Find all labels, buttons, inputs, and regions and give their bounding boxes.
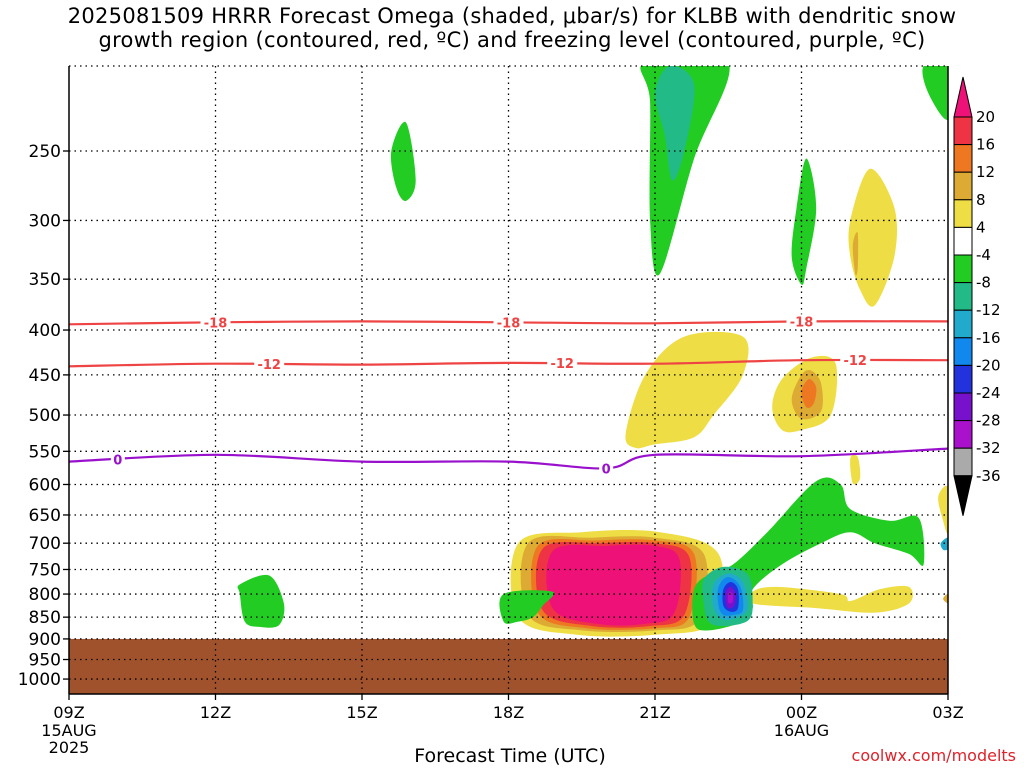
colorbar-tick-label: -24 [976,384,1001,402]
contour-label-bg [840,353,871,368]
contour-label-bg [254,357,285,372]
contour-label-bg [200,315,231,330]
colorbar-tick-label: -20 [976,356,1001,374]
colorbar-tick-label: -4 [976,246,991,264]
contour-label-bg [786,314,817,329]
omega-area [922,66,948,120]
x-tick-label: 18Z [493,703,524,722]
x-tick-label: 21Z [639,703,670,722]
y-axis-ticks: 2503003504004505005506006507007508008509… [18,142,69,690]
colorbar-tick-label: -32 [976,439,1001,457]
colorbar-swatch [953,199,973,228]
y-tick-label: 650 [29,506,61,526]
colorbar-top-triangle [953,76,973,118]
chart-title: 2025081509 HRRR Forecast Omega (shaded, … [67,4,957,52]
x-tick-label: 09Z [53,703,84,722]
omega-area [848,168,898,307]
omega-area [625,331,749,449]
colorbar-tick-label: -36 [976,467,1001,485]
x-axis-label: Forecast Time (UTC) [414,745,606,767]
y-tick-label: 950 [29,651,61,671]
x-tick-sublabel: 16AUG [774,721,829,740]
y-tick-label: 250 [29,142,61,162]
omega-area [237,574,285,628]
y-tick-label: 300 [29,211,61,231]
contour-label: 0 [602,462,611,477]
contour-label: -12 [257,358,281,373]
x-tick-label: 12Z [200,703,231,722]
y-tick-label: 450 [29,366,61,386]
temperature-contours: -18 -18 -18 -12 -12 -12 0 0 [68,314,949,477]
colorbar-swatch [953,447,973,477]
colorbar-swatch [953,309,973,339]
omega-area [791,158,817,285]
colorbar-tick-label: 12 [976,163,995,181]
contour-label-bg [110,452,125,467]
omega-area [546,544,681,626]
contour-line [68,447,949,470]
omega-area [801,379,817,409]
x-tick-sublabel: 2025 [49,738,90,757]
colorbar-swatch [953,254,973,284]
colorbar-tick-label: 20 [976,108,995,126]
colorbar-swatch [953,282,973,311]
omega-area [852,232,859,276]
contour-label: -18 [790,315,814,330]
y-tick-label: 900 [29,630,61,650]
contour-label: -18 [497,316,521,331]
contour-label-bg [599,461,614,476]
contour-label: -12 [843,354,867,369]
omega-area [654,66,695,181]
contour-label: 0 [113,453,122,468]
colorbar-swatch [953,420,973,449]
colorbar-swatch [953,364,973,394]
colorbar-tick-label: -12 [976,301,1001,319]
y-tick-label: 700 [29,534,61,554]
colorbar: 20 16 12 8 4 -4 -8 -12 -16 -20 -24 -28 -32 -36 [953,76,1001,516]
omega-area [943,594,948,604]
y-tick-label: 800 [29,585,61,605]
colorbar-swatch [953,144,973,173]
x-tick-label: 00Z [786,703,817,722]
colorbar-swatch [953,116,973,146]
colorbar-swatch [953,171,973,201]
y-tick-label: 1000 [18,670,61,690]
y-tick-label: 500 [29,406,61,426]
omega-area [850,454,861,485]
omega-shading [237,66,948,637]
y-tick-label: 400 [29,321,61,341]
grid-lines [69,66,948,694]
contour-label-bg [493,315,524,330]
contour-label: -18 [204,316,228,331]
colorbar-bottom-triangle [953,475,973,516]
colorbar-tick-label: 16 [976,136,995,154]
y-tick-label: 750 [29,560,61,580]
y-tick-label: 550 [29,442,61,462]
colorbar-tick-label: 4 [976,218,986,236]
y-tick-label: 350 [29,270,61,290]
omega-area [499,590,555,624]
x-tick-sublabel: 15AUG [41,721,96,740]
contour-label-bg [547,356,578,371]
colorbar-tick-label: -16 [976,329,1001,347]
contour-label: -12 [550,357,574,372]
y-tick-label: 850 [29,608,61,628]
colorbar-swatch [953,337,973,366]
colorbar-swatch [953,392,973,422]
contour-line [68,358,949,368]
colorbar-swatch [953,226,973,256]
omega-area [746,585,913,613]
colorbar-tick-label: -28 [976,412,1001,430]
credit-link[interactable]: coolwx.com/modelts [851,746,1016,765]
x-tick-label: 15Z [346,703,377,722]
colorbar-tick-label: -8 [976,274,991,292]
colorbar-tick-label: 8 [976,191,986,209]
omega-area [390,121,416,202]
x-tick-label: 03Z [932,703,963,722]
omega-area [940,537,948,551]
omega-area [938,485,948,534]
y-tick-label: 600 [29,475,61,495]
